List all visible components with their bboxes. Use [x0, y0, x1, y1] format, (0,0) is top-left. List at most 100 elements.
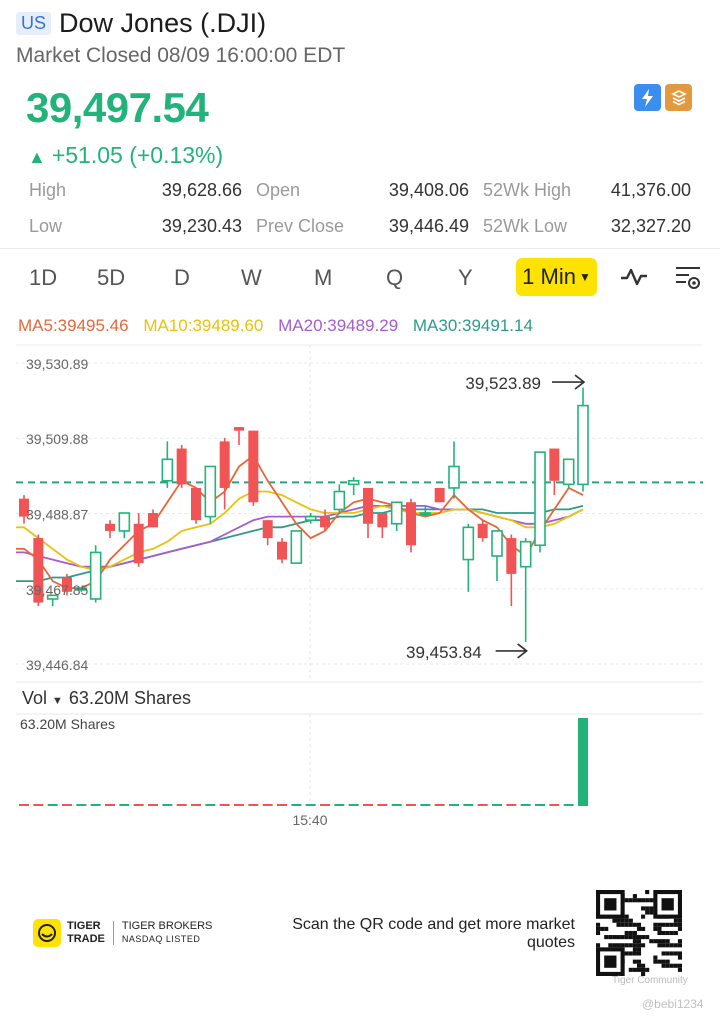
quick-icons — [634, 84, 692, 111]
indicator-wave-icon[interactable] — [619, 262, 649, 298]
volume-selector[interactable]: Vol ▼ 63.20M Shares — [22, 688, 191, 709]
qr-module — [649, 910, 654, 915]
qr-module — [641, 898, 646, 903]
qr-module — [653, 926, 658, 931]
tab-year[interactable]: Y — [458, 265, 473, 290]
qr-module — [620, 918, 625, 923]
tab-day[interactable]: D — [174, 265, 190, 290]
qr-module — [677, 967, 682, 972]
qr-module — [620, 922, 625, 927]
qr-module — [604, 955, 617, 968]
qr-module — [620, 943, 625, 948]
qr-module — [628, 930, 633, 936]
qr-module — [628, 922, 633, 927]
candle-body — [277, 541, 287, 560]
lightning-icon[interactable] — [634, 84, 661, 111]
volume-bar — [33, 804, 44, 806]
candle-body — [347, 479, 360, 486]
ma5-label: MA5:39495.46 — [18, 316, 129, 335]
qr-module — [669, 930, 674, 936]
volume-bar — [449, 804, 459, 806]
qr-module — [657, 959, 662, 964]
price-change-text: +51.05 (+0.13%) — [51, 142, 224, 168]
prev-close-value: 39,446.49 — [388, 216, 469, 236]
tab-month[interactable]: M — [314, 265, 333, 290]
candle-body — [462, 526, 475, 561]
period-tabs: 1D 5D D W M Q Y 1 Min ▼ — [0, 258, 720, 298]
market-badge: US — [16, 12, 52, 35]
qr-module — [649, 898, 654, 903]
candle-body — [234, 427, 244, 431]
stack-coin-icon[interactable] — [665, 84, 692, 111]
qr-module — [612, 943, 617, 948]
qr-module — [632, 939, 637, 944]
volume-bar — [320, 804, 330, 806]
52wk-high-label: 52Wk High — [483, 180, 572, 200]
qr-module — [661, 963, 666, 968]
qr-module — [665, 930, 670, 936]
qr-module — [636, 967, 642, 972]
open-label: Open — [256, 180, 301, 200]
tab-5d[interactable]: 5D — [97, 265, 126, 290]
tab-1min-dropdown[interactable]: 1 Min ▼ — [516, 258, 597, 296]
qr-module — [624, 951, 629, 956]
qr-module — [677, 939, 682, 944]
broker-line2: NASDAQ LISTED — [121, 934, 201, 944]
candlestick-chart[interactable]: 39,530.89 39,509.88 39,488.87 39,467.85 39,4… — [0, 340, 720, 840]
low-label: Low — [29, 216, 63, 236]
candle-body — [333, 490, 346, 511]
qr-module — [657, 922, 662, 927]
volume-bar — [578, 718, 588, 806]
ma20-label: MA20:39489.29 — [278, 316, 399, 335]
qr-module — [669, 922, 674, 927]
qr-module — [669, 963, 674, 968]
candle-body — [406, 502, 416, 546]
divider — [0, 248, 720, 249]
qr-module — [608, 943, 613, 948]
arrow-right-icon — [552, 374, 586, 390]
tiger-logo: TIGER TRADE TIGER BROKERS NASDAQ LISTED — [33, 919, 212, 947]
candle-body — [290, 530, 303, 564]
qr-module — [604, 898, 617, 911]
open-value: 39,408.06 — [388, 180, 469, 200]
volume-bar — [62, 804, 72, 806]
candle-body — [176, 448, 187, 485]
max-price-label: 39,523.89 — [465, 374, 541, 393]
qr-module — [661, 898, 674, 911]
tab-1d[interactable]: 1D — [29, 265, 58, 290]
qr-module — [596, 922, 601, 927]
qr-module — [641, 963, 646, 968]
qr-module — [661, 959, 666, 964]
qr-module — [641, 971, 646, 976]
qr-module — [677, 926, 682, 931]
caret-down-icon: ▼ — [52, 695, 63, 707]
volume-bar — [563, 804, 574, 806]
qr-module — [628, 951, 633, 956]
candle-body — [320, 516, 330, 528]
high-label: High — [29, 180, 67, 200]
user-handle: @bebi1234 — [642, 997, 704, 1011]
volume-bar — [76, 804, 87, 806]
tab-quarter[interactable]: Q — [386, 265, 404, 290]
ma10-label: MA10:39489.60 — [143, 316, 264, 335]
triangle-up-icon: ▲ — [28, 147, 46, 167]
candle-body — [448, 465, 460, 489]
min-price-label: 39,453.84 — [406, 643, 482, 662]
volume-bar — [162, 804, 173, 806]
tab-1min-label: 1 Min — [522, 264, 576, 289]
qr-module — [624, 914, 629, 919]
candle-body — [75, 587, 88, 591]
qr-module — [641, 914, 646, 919]
volume-bar — [305, 804, 316, 806]
stats-row-low: Low 39,230.43 Prev Close 39,446.49 52Wk … — [0, 216, 720, 246]
candle-body — [377, 513, 388, 528]
volume-label: Vol — [22, 688, 48, 708]
tab-week[interactable]: W — [241, 265, 262, 290]
ma5-line — [16, 454, 584, 590]
candle-body — [506, 538, 517, 574]
qr-module — [649, 906, 654, 911]
ma30-label: MA30:39491.14 — [412, 316, 533, 335]
qr-module — [624, 898, 629, 903]
candle-body — [262, 520, 273, 539]
chart-settings-icon[interactable] — [673, 262, 703, 298]
